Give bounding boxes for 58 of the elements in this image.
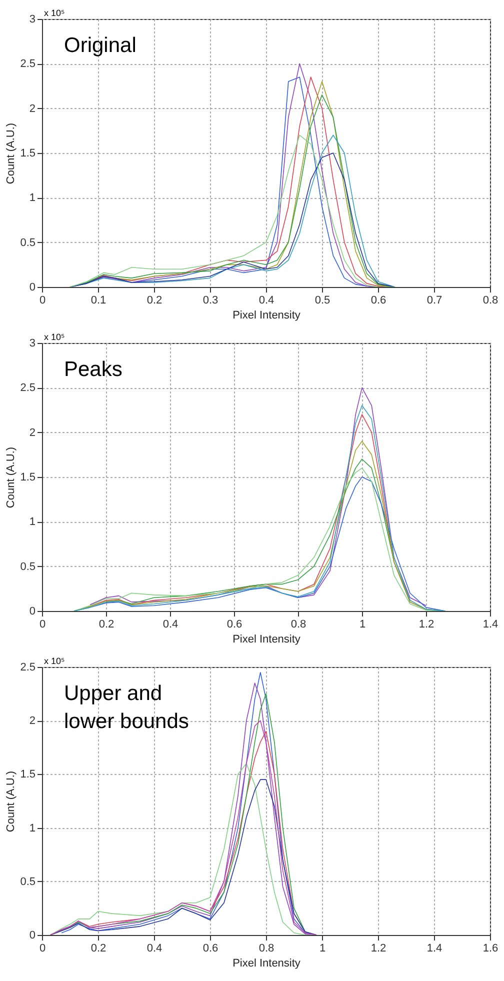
x-tick-label: 0.2	[98, 618, 114, 630]
x-tick-label: 0.6	[202, 942, 218, 954]
x-tick-label: 0.4	[258, 294, 274, 306]
x-tick-label: 0.8	[258, 942, 274, 954]
y-tick-label: 1	[29, 822, 36, 834]
x-tick-label: 0.8	[482, 294, 498, 306]
text: x 10⁵	[44, 656, 66, 666]
y-tick-label: 0.5	[20, 236, 36, 249]
y-axis-title: Count (A.U.)	[5, 770, 18, 832]
y-tick-label: 1.5	[20, 768, 36, 781]
y-tick-label: 0.5	[20, 876, 36, 888]
y-axis-title: Count (A.U.)	[5, 446, 18, 508]
text: Upper and lower bounds	[64, 682, 189, 733]
x-tick-label: 0.2	[146, 294, 162, 306]
y-tick-label: 2.5	[20, 662, 36, 674]
x-tick-label: 1	[359, 618, 366, 630]
y-tick-label: 1	[29, 516, 36, 528]
y-tick-label: 2	[29, 426, 36, 439]
y-tick-label: 0	[29, 930, 36, 942]
y-tick-label: 2.5	[20, 382, 36, 394]
x-tick-label: 0.7	[426, 294, 442, 306]
y-tick-label: 0.5	[20, 560, 36, 573]
x-tick-label: 1	[319, 942, 326, 954]
x-axis-title: Pixel Intensity	[232, 310, 301, 322]
y-tick-label: 3	[29, 14, 36, 26]
x-tick-label: 0	[39, 618, 46, 630]
x-tick-label: 0	[39, 942, 46, 954]
x-tick-label: 0.3	[202, 294, 218, 306]
y-tick-label: 1.5	[20, 148, 36, 160]
x-tick-label: 1.2	[370, 942, 386, 954]
y-tick-label: 1.5	[20, 472, 36, 484]
x-tick-label: 0.8	[290, 618, 306, 630]
x-axis-title: Pixel Intensity	[232, 958, 301, 970]
y-axis-title: Count (A.U.)	[5, 122, 18, 184]
x-tick-label: 0.6	[226, 618, 242, 630]
text: x 10⁵	[44, 8, 66, 18]
y-tick-label: 2.5	[20, 58, 36, 70]
x-tick-label: 0.2	[90, 942, 106, 954]
x-tick-label: 0.1	[90, 294, 106, 306]
x-tick-label: 0.4	[146, 942, 162, 954]
y-tick-label: 1	[29, 192, 36, 204]
y-tick-label: 2	[29, 102, 36, 115]
x-tick-label: 0.4	[162, 618, 178, 630]
x-tick-label: 0	[39, 294, 46, 306]
x-tick-label: 1.6	[482, 942, 498, 954]
y-tick-label: 3	[29, 338, 36, 350]
x-tick-label: 0.6	[370, 294, 386, 306]
x-tick-label: 1.4	[426, 942, 442, 954]
x-tick-label: 1.4	[482, 618, 498, 630]
y-tick-label: 2	[29, 715, 36, 728]
x-axis-title: Pixel Intensity	[232, 634, 301, 646]
y-tick-label: 0	[29, 606, 36, 618]
x-tick-label: 0.5	[314, 294, 330, 306]
text: Original	[64, 34, 136, 57]
text: x 10⁵	[44, 332, 66, 342]
y-tick-label: 0	[29, 282, 36, 294]
text: Peaks	[64, 358, 122, 381]
x-tick-label: 1.2	[418, 618, 434, 630]
